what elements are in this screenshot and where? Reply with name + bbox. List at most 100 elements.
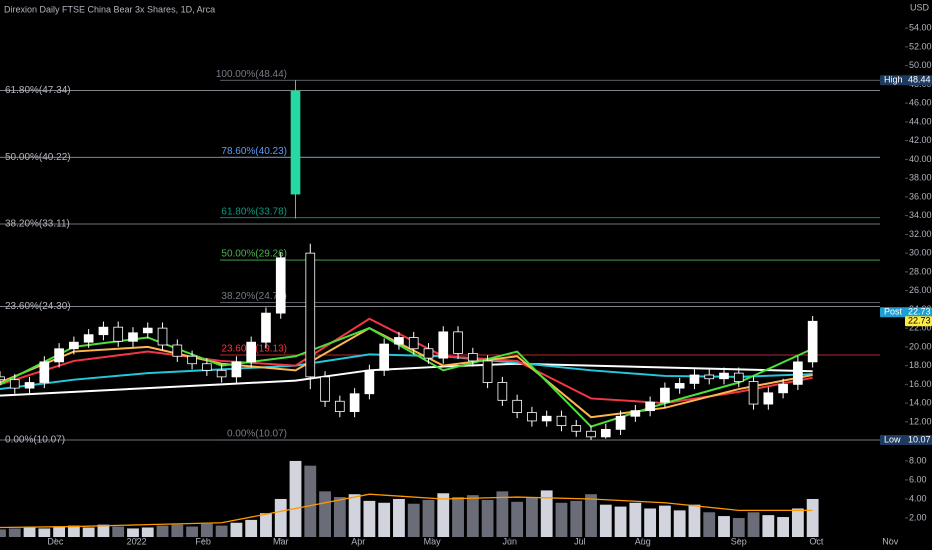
- volume-bar: [570, 500, 583, 537]
- volume-bar: [496, 491, 509, 537]
- fib-label: 38.20%(33.11): [5, 219, 70, 230]
- volume-bar: [599, 504, 612, 537]
- volume-bar: [112, 526, 125, 537]
- volume-bar: [260, 513, 272, 537]
- candle-body: [290, 90, 301, 195]
- volume-bar: [407, 503, 420, 537]
- volume-bar: [452, 497, 464, 537]
- post-tag: [880, 307, 932, 318]
- y-tick-label: 36.00: [909, 191, 932, 201]
- volume-bar: [644, 508, 657, 537]
- volume-bar: [0, 529, 6, 537]
- candle-body: [704, 374, 715, 380]
- candle-body: [778, 383, 788, 394]
- candle-body: [261, 312, 271, 343]
- volume-bar: [274, 498, 287, 537]
- volume-tick-label: 2.00: [909, 512, 927, 522]
- x-tick-label: Jun: [502, 536, 517, 546]
- candle-body: [142, 327, 153, 334]
- y-tick-label: 38.00: [909, 173, 932, 183]
- x-tick-label: Jul: [574, 536, 586, 546]
- y-tick-label: 54.00: [909, 23, 932, 33]
- volume-bar: [466, 495, 479, 537]
- y-tick-label: 12.00: [909, 416, 932, 426]
- candle-body: [187, 355, 197, 365]
- candle-body: [512, 399, 522, 413]
- volume-bar: [658, 505, 671, 537]
- last-tag-value: 22.73: [908, 316, 931, 326]
- x-tick-label: May: [424, 536, 442, 546]
- candle-body: [320, 376, 330, 402]
- volume-bar: [156, 525, 169, 537]
- chart-title: Direxion Daily FTSE China Bear 3x Shares…: [4, 4, 215, 14]
- volume-bar: [82, 527, 95, 537]
- candle-body: [600, 428, 611, 438]
- currency: USD: [910, 2, 930, 12]
- volume-bar: [127, 528, 139, 537]
- volume-bar: [585, 494, 597, 537]
- volume-bar: [614, 506, 627, 537]
- volume-tick-label: 8.00: [909, 455, 927, 465]
- x-tick-label: Oct: [809, 536, 824, 546]
- candle-body: [54, 348, 64, 363]
- volume-bar: [171, 524, 184, 537]
- volume-bar: [688, 504, 701, 537]
- candle-body: [719, 372, 729, 380]
- candle-body: [216, 369, 227, 378]
- fib-label: 38.20%(24.73): [221, 291, 287, 302]
- candle-body: [527, 412, 537, 422]
- candle-body: [674, 383, 685, 389]
- volume-bar: [38, 528, 51, 537]
- volume-bar: [363, 500, 376, 537]
- volume-bar: [540, 490, 553, 537]
- y-tick-label: 26.00: [909, 285, 932, 295]
- moving-average: [0, 326, 813, 419]
- candle-body: [202, 363, 212, 371]
- x-tick-label: Apr: [351, 536, 365, 546]
- volume-bar: [703, 512, 716, 537]
- y-tick-label: 28.00: [909, 266, 932, 276]
- x-tick-label: Nov: [882, 536, 899, 546]
- volume-bar: [791, 508, 804, 537]
- volume-bar: [304, 465, 317, 537]
- candle-body: [39, 361, 50, 383]
- y-tick-label: 46.00: [909, 98, 932, 108]
- volume-tick-label: 4.00: [909, 493, 927, 503]
- low-tag: [880, 434, 932, 445]
- candle-body: [275, 257, 286, 314]
- candle-body: [113, 326, 124, 342]
- low-tag-value: 10.07: [908, 434, 931, 444]
- candle-body: [157, 327, 168, 346]
- volume-bar: [732, 517, 745, 537]
- candle-body: [364, 369, 375, 395]
- x-tick-label: Sep: [731, 536, 747, 546]
- volume-bar: [673, 510, 686, 537]
- candle-body: [733, 372, 744, 382]
- volume-bar: [718, 516, 730, 537]
- candle-body: [793, 361, 803, 385]
- candle-body: [305, 252, 316, 378]
- moving-average: [0, 317, 813, 405]
- candle-body: [467, 353, 478, 362]
- volume-bar: [186, 526, 198, 537]
- moving-average: [0, 362, 813, 397]
- volume-bar: [422, 499, 435, 537]
- candle-body: [98, 326, 109, 336]
- y-tick-label: 40.00: [909, 154, 932, 164]
- high-tag: [880, 75, 932, 86]
- volume-bar: [319, 491, 331, 537]
- candle-body: [0, 376, 5, 381]
- volume-bar: [481, 499, 494, 537]
- y-tick-label: 32.00: [909, 229, 932, 239]
- y-tick-label: 22.00: [909, 323, 932, 333]
- y-tick-label: 42.00: [909, 135, 932, 145]
- candle-body: [556, 415, 567, 427]
- candle-body: [24, 382, 35, 389]
- volume-bar: [511, 501, 524, 537]
- candle-body: [453, 331, 463, 354]
- candle-body: [615, 415, 626, 430]
- volume-bar: [555, 502, 568, 537]
- moving-average: [0, 353, 813, 391]
